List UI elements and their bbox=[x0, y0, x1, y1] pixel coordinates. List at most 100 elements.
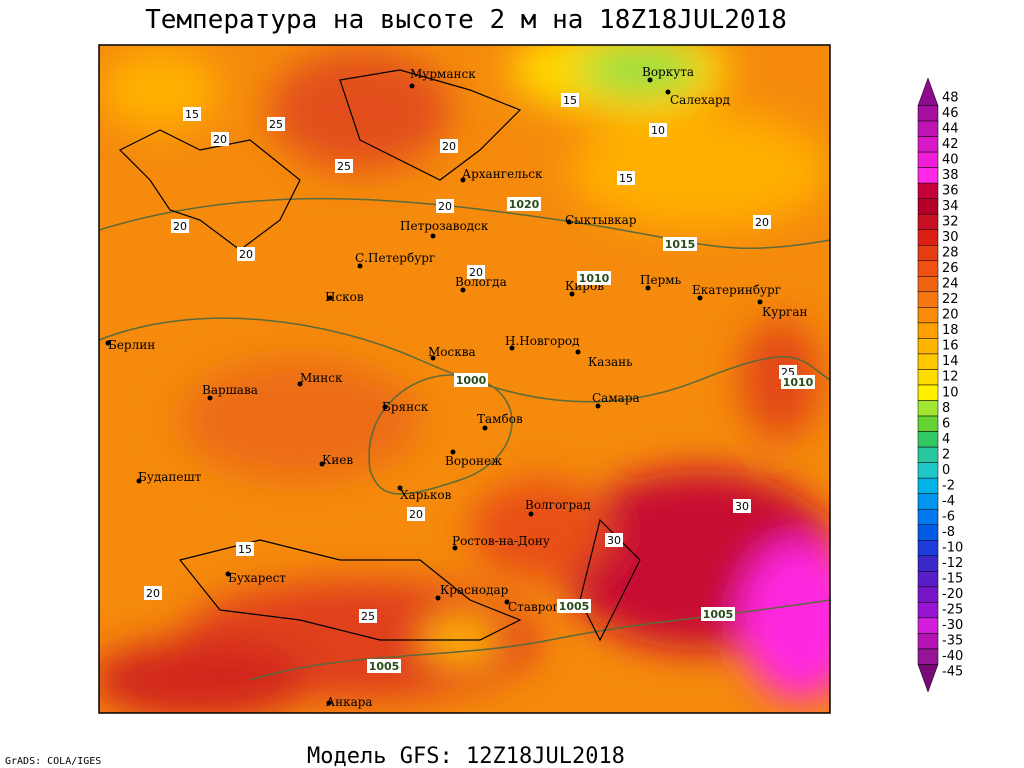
city-label: Будапешт bbox=[138, 470, 202, 484]
contour-label: 25 bbox=[361, 610, 375, 623]
city-label: Харьков bbox=[400, 488, 452, 502]
isobar-label: 1005 bbox=[369, 660, 400, 673]
colorbar: 4846444240383634323028262422201816141210… bbox=[917, 77, 963, 693]
city-dot bbox=[225, 571, 231, 577]
isobar-label-box bbox=[701, 607, 735, 621]
city-label: Киев bbox=[322, 453, 353, 467]
colorbar-label: 42 bbox=[942, 137, 959, 152]
isobar-label: 1005 bbox=[559, 600, 590, 613]
colorbar-label: 32 bbox=[942, 214, 959, 229]
contour-label: 15 bbox=[185, 108, 199, 121]
city-label: С.Петербург bbox=[355, 251, 435, 265]
contour-label-box bbox=[211, 132, 229, 146]
colorbar-swatch bbox=[917, 198, 939, 215]
city-dot bbox=[319, 461, 325, 467]
colorbar-swatch bbox=[917, 322, 939, 339]
city-label: Ростов-на-Дону bbox=[452, 534, 550, 548]
colorbar-label: -30 bbox=[942, 618, 963, 633]
colorbar-label: -10 bbox=[942, 541, 963, 556]
colorbar-label: 22 bbox=[942, 292, 959, 307]
colorbar-label: -8 bbox=[942, 525, 955, 540]
contour-label-box bbox=[359, 609, 377, 623]
contour-label: 15 bbox=[619, 172, 633, 185]
city-dot bbox=[409, 83, 415, 89]
city-label: Сыктывкар bbox=[565, 213, 637, 227]
colorbar-label: -40 bbox=[942, 649, 963, 664]
contour-label: 20 bbox=[146, 587, 160, 600]
colorbar-label: 34 bbox=[942, 199, 959, 214]
city-label: Воронеж bbox=[445, 454, 502, 468]
colorbar-swatch bbox=[917, 648, 939, 665]
colorbar-swatch bbox=[917, 446, 939, 463]
title: Температура на высоте 2 м на 18Z18JUL201… bbox=[145, 5, 787, 35]
contour-label: 25 bbox=[269, 118, 283, 131]
city-dot bbox=[136, 478, 142, 484]
city-label: Берлин bbox=[108, 338, 155, 352]
city-dot bbox=[482, 425, 488, 431]
contour-label-box bbox=[183, 107, 201, 121]
colorbar-label: 16 bbox=[942, 339, 959, 354]
city-dot bbox=[595, 403, 601, 409]
colorbar-swatch bbox=[917, 462, 939, 479]
city-dot bbox=[757, 299, 763, 305]
colorbar-label: 48 bbox=[942, 90, 959, 105]
colorbar-label: 28 bbox=[942, 246, 959, 261]
temperature-field bbox=[99, 45, 830, 713]
city-dot bbox=[382, 404, 388, 410]
contour-label-box bbox=[733, 499, 751, 513]
colorbar-swatch bbox=[917, 415, 939, 432]
city-dot bbox=[575, 349, 581, 355]
colorbar-label: -2 bbox=[942, 478, 955, 493]
city-dot bbox=[105, 340, 111, 346]
colorbar-label: -12 bbox=[942, 556, 963, 571]
contour-label-box bbox=[171, 219, 189, 233]
isobar-label: 1010 bbox=[579, 272, 610, 285]
contour-label-box bbox=[617, 171, 635, 185]
city-dot bbox=[569, 291, 575, 297]
contour-label: 20 bbox=[442, 140, 456, 153]
isobar-label-box bbox=[507, 197, 541, 211]
contour-label: 25 bbox=[337, 160, 351, 173]
isobar-label: 1010 bbox=[783, 376, 814, 389]
colorbar-label: -15 bbox=[942, 572, 963, 587]
colorbar-swatch bbox=[917, 508, 939, 525]
colorbar-label: 36 bbox=[942, 183, 959, 198]
city-dot bbox=[460, 287, 466, 293]
colorbar-label: 46 bbox=[942, 106, 959, 121]
colorbar-swatch bbox=[917, 213, 939, 230]
contour-label: 20 bbox=[173, 220, 187, 233]
city-dot bbox=[460, 177, 466, 183]
city-dot bbox=[357, 263, 363, 269]
colorbar-swatch bbox=[917, 291, 939, 308]
city-label: Петрозаводск bbox=[400, 219, 489, 233]
colorbar-swatch bbox=[917, 369, 939, 386]
colorbar-label: 2 bbox=[942, 447, 950, 462]
isobar-label-box bbox=[557, 599, 591, 613]
map-frame bbox=[98, 44, 831, 714]
city-label: Брянск bbox=[382, 400, 429, 414]
city-dot bbox=[645, 285, 651, 291]
colorbar-swatch bbox=[917, 245, 939, 262]
city-label: Минск bbox=[300, 371, 343, 385]
city-dot bbox=[647, 77, 653, 83]
city-label: Екатеринбург bbox=[692, 283, 781, 297]
colorbar-end bbox=[917, 77, 939, 106]
colorbar-label: -4 bbox=[942, 494, 955, 509]
contour-label: 30 bbox=[607, 534, 621, 547]
colorbar-swatch bbox=[917, 182, 939, 199]
isobar-label: 1000 bbox=[456, 374, 487, 387]
colorbar-swatch bbox=[917, 617, 939, 634]
contour-label: 10 bbox=[651, 124, 665, 137]
colorbar-swatch bbox=[917, 555, 939, 572]
colorbar-swatch bbox=[917, 524, 939, 541]
contour-label: 20 bbox=[213, 133, 227, 146]
city-label: Курган bbox=[762, 305, 807, 319]
colorbar-swatch bbox=[917, 384, 939, 401]
contour-label-box bbox=[561, 93, 579, 107]
city-dot bbox=[430, 233, 436, 239]
colorbar-label: 6 bbox=[942, 416, 950, 431]
city-label: Казань bbox=[588, 355, 633, 369]
city-label: Пермь bbox=[640, 273, 682, 287]
city-label: Салехард bbox=[670, 93, 730, 107]
